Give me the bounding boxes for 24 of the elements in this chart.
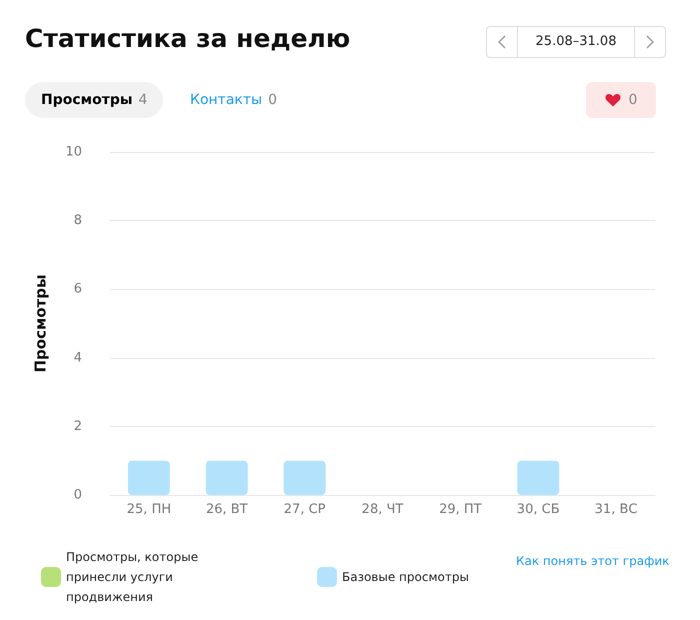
chart-title: Статистика за неделю	[25, 24, 350, 53]
x-tick-label: 26, ВТ	[206, 502, 248, 517]
x-tick-label: 28, ЧТ	[362, 502, 404, 517]
legend-label: Базовые просмотры	[342, 570, 469, 584]
text: 0	[268, 92, 277, 108]
x-tick-label: 31, ВС	[594, 502, 638, 517]
y-axis-title: Просмотры	[41, 92, 133, 108]
x-tick-label: 29, ПТ	[439, 502, 482, 517]
y-tick-label: 10	[65, 144, 82, 160]
y-tick-label: 0	[74, 488, 82, 502]
text: 25.08–31.08	[517, 27, 635, 57]
text: Контакты	[190, 92, 262, 108]
y-tick-label: 2	[74, 418, 82, 434]
text: Как понять этот график	[516, 554, 670, 568]
text: 0	[628, 92, 638, 108]
y-tick-label: 6	[74, 282, 82, 297]
text: Просмотры	[32, 274, 50, 373]
x-tick-label: 27, СР	[284, 502, 326, 517]
legend-label: Просмотры, которые принесли услуги продвижения	[66, 550, 202, 604]
x-tick-label: 30, СБ	[516, 502, 560, 517]
text: 4	[138, 92, 148, 108]
y-tick-label: 4	[74, 350, 82, 366]
x-tick-label: 25, ПН	[126, 502, 172, 517]
y-tick-label: 8	[74, 213, 82, 228]
